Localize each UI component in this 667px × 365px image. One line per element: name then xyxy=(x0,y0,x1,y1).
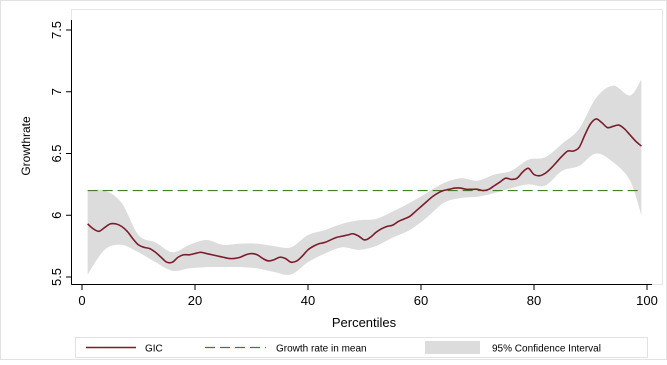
x-tick-label: 100 xyxy=(636,293,658,308)
y-axis-label: Growthrate xyxy=(19,116,33,176)
y-tick-label: 6 xyxy=(49,212,64,219)
x-tick-label: 0 xyxy=(78,293,85,308)
legend-swatch-ci xyxy=(425,341,480,354)
x-tick-label: 80 xyxy=(527,293,541,308)
y-tick-label: 5.5 xyxy=(49,268,64,286)
y-tick-label: 7.5 xyxy=(49,21,64,39)
x-tick-label: 40 xyxy=(301,293,315,308)
legend-label-ci: 95% Confidence Interval xyxy=(492,344,601,355)
x-tick-label: 60 xyxy=(414,293,428,308)
legend-label-gic: GIC xyxy=(145,344,163,355)
x-tick-label: 20 xyxy=(188,293,202,308)
legend-label-mean: Growth rate in mean xyxy=(276,344,367,355)
y-tick-label: 6.5 xyxy=(49,144,64,162)
y-tick-label: 7 xyxy=(49,88,64,95)
x-axis-label: Percentiles xyxy=(332,315,397,330)
legend: GIC Growth rate in mean 95% Confidence Int… xyxy=(76,338,648,358)
